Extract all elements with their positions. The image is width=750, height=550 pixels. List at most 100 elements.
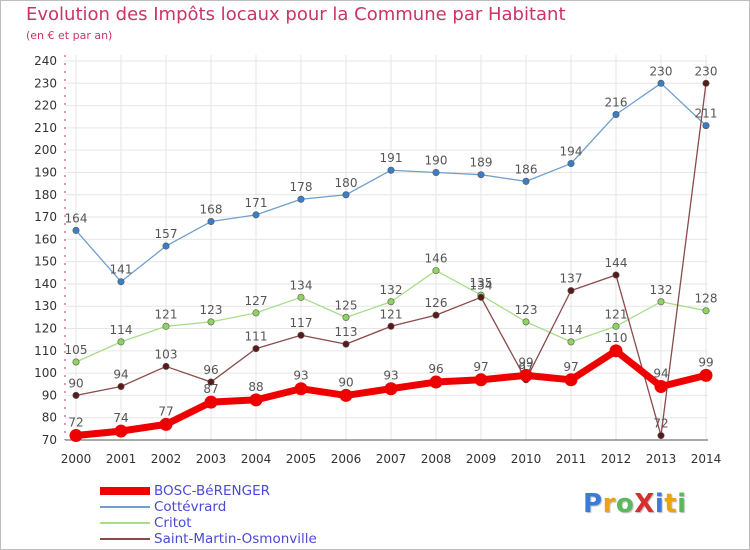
- data-point: [207, 378, 215, 386]
- y-tick-label: 160: [34, 232, 57, 246]
- data-point: [342, 313, 350, 321]
- logo-letter: P: [583, 489, 603, 519]
- data-label: 93: [293, 369, 308, 383]
- data-label: 194: [560, 145, 583, 159]
- chart-subtitle: (en € et par an): [26, 29, 113, 42]
- data-point: [522, 177, 530, 185]
- y-tick-label: 120: [34, 322, 57, 336]
- data-point: [117, 278, 125, 286]
- data-point: [207, 318, 215, 326]
- data-point: [702, 79, 710, 87]
- data-label: 97: [563, 360, 578, 374]
- data-point: [702, 122, 710, 130]
- data-point: [477, 171, 485, 179]
- y-tick-label: 110: [34, 344, 57, 358]
- data-label: 134: [470, 278, 493, 292]
- data-point: [342, 191, 350, 199]
- x-tick-label: 2006: [331, 452, 362, 466]
- legend-label: Saint-Martin-Osmonville: [154, 531, 317, 547]
- y-tick-label: 240: [34, 54, 57, 68]
- data-point: [519, 368, 533, 382]
- data-label: 87: [203, 382, 218, 396]
- data-point: [162, 362, 170, 370]
- data-point: [567, 287, 575, 295]
- logo-letter: X: [634, 489, 655, 519]
- data-label: 164: [65, 211, 88, 225]
- plot-area: [65, 55, 708, 440]
- data-point: [432, 168, 440, 176]
- data-label: 211: [695, 107, 718, 121]
- data-label: 230: [695, 64, 718, 78]
- data-point: [384, 382, 398, 396]
- data-label: 137: [560, 272, 583, 286]
- x-tick-label: 2009: [466, 452, 497, 466]
- data-point: [387, 322, 395, 330]
- data-label: 111: [245, 330, 268, 344]
- data-point: [249, 393, 263, 407]
- data-point: [387, 298, 395, 306]
- data-point: [429, 375, 443, 389]
- data-label: 230: [650, 64, 673, 78]
- data-point: [342, 340, 350, 348]
- data-point: [654, 379, 668, 393]
- y-tick-label: 180: [34, 188, 57, 202]
- x-tick-label: 2002: [151, 452, 182, 466]
- data-label: 90: [338, 375, 353, 389]
- data-point: [207, 218, 215, 226]
- logo-letter: t: [664, 489, 678, 519]
- data-label: 110: [605, 331, 628, 345]
- data-point: [612, 322, 620, 330]
- data-point: [432, 311, 440, 319]
- y-tick-label: 70: [42, 433, 57, 447]
- data-point: [69, 429, 83, 443]
- y-tick-label: 170: [34, 210, 57, 224]
- data-label: 113: [335, 325, 358, 339]
- data-label: 117: [290, 316, 313, 330]
- data-point: [612, 271, 620, 279]
- data-label: 191: [380, 151, 403, 165]
- y-tick-label: 230: [34, 76, 57, 90]
- data-label: 141: [110, 263, 133, 277]
- data-point: [252, 309, 260, 317]
- y-tick-label: 150: [34, 255, 57, 269]
- data-label: 178: [290, 180, 313, 194]
- data-point: [522, 318, 530, 326]
- data-point: [117, 382, 125, 390]
- data-label: 121: [380, 307, 403, 321]
- x-tick-label: 2007: [376, 452, 407, 466]
- x-tick-label: 2008: [421, 452, 452, 466]
- legend-label: Critot: [154, 515, 192, 531]
- data-point: [252, 211, 260, 219]
- data-label: 123: [515, 303, 538, 317]
- data-point: [567, 160, 575, 168]
- x-tick-label: 2014: [691, 452, 722, 466]
- logo-letter: i: [677, 489, 687, 519]
- data-label: 128: [695, 292, 718, 306]
- y-tick-label: 200: [34, 143, 57, 157]
- data-label: 125: [335, 298, 358, 312]
- data-label: 135: [470, 276, 493, 290]
- data-label: 72: [68, 416, 83, 430]
- data-label: 94: [113, 367, 128, 381]
- data-label: 94: [653, 366, 668, 380]
- y-tick-label: 130: [34, 299, 57, 313]
- x-tick-label: 2003: [196, 452, 227, 466]
- data-label: 186: [515, 162, 538, 176]
- data-point: [612, 111, 620, 119]
- data-label: 121: [155, 307, 178, 321]
- data-point: [432, 267, 440, 275]
- data-label: 190: [425, 153, 448, 167]
- data-label: 96: [428, 362, 443, 376]
- data-label: 99: [518, 355, 533, 369]
- data-point: [162, 242, 170, 250]
- legend-item: Critot: [100, 515, 317, 531]
- data-label: 132: [650, 283, 673, 297]
- data-label: 144: [605, 256, 628, 270]
- data-point: [657, 432, 665, 440]
- data-label: 72: [653, 417, 668, 431]
- data-label: 121: [605, 307, 628, 321]
- legend-swatch: [100, 487, 150, 495]
- data-label: 123: [200, 303, 223, 317]
- data-point: [387, 166, 395, 174]
- data-point: [339, 388, 353, 402]
